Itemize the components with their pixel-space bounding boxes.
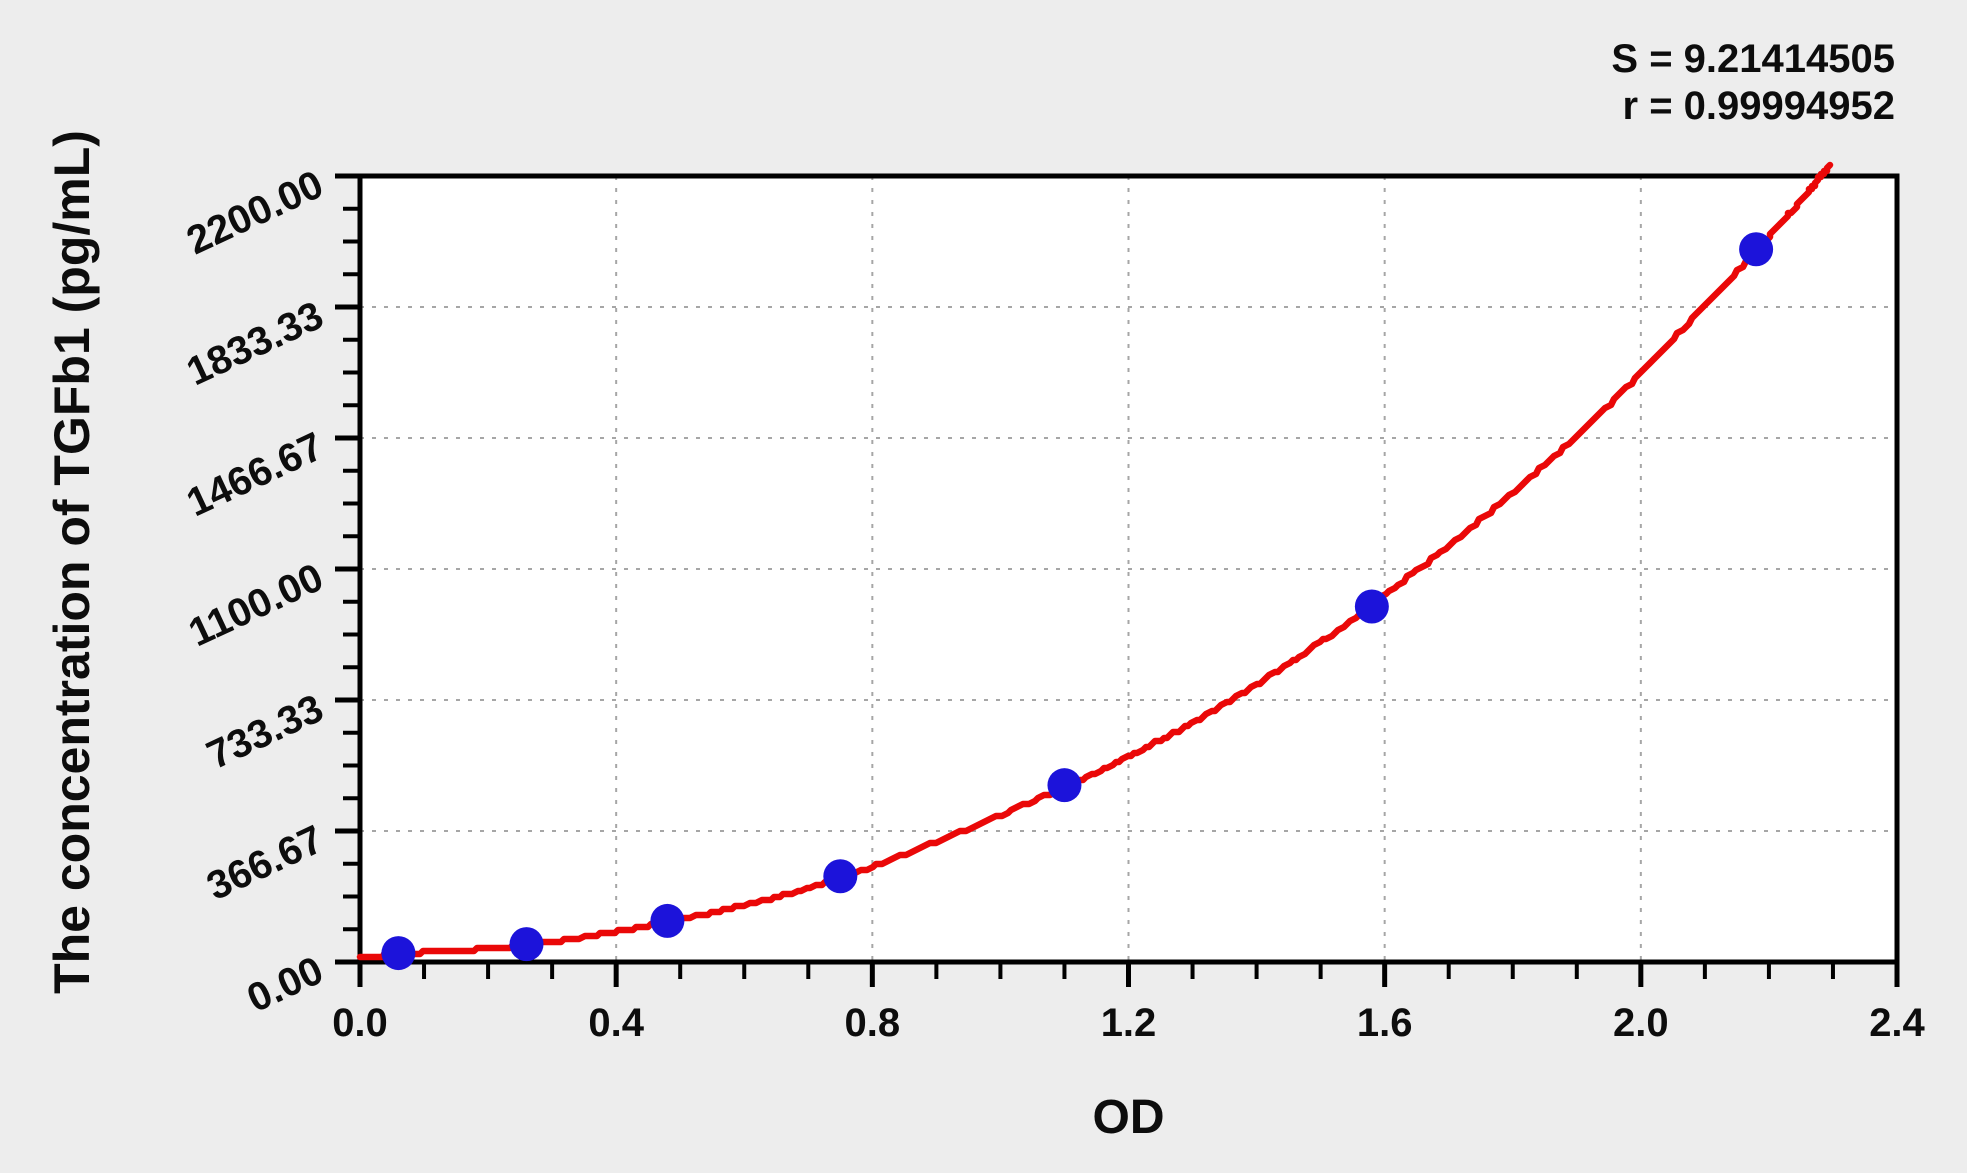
y-tick-label: 1100.00 [182,555,330,655]
x-tick-label: 1.6 [1357,1001,1413,1045]
gridlines [360,176,1897,962]
x-tick-label: 0.4 [588,1001,644,1045]
fit-curve [356,161,1834,961]
x-tick-labels: 0.0 0.4 0.8 1.2 1.6 2.0 2.4 [332,1001,1925,1045]
y-tick-label: 0.00 [241,948,330,1021]
x-tick-label: 2.4 [1869,1001,1925,1045]
stat-r-value: r = 0.99994952 [1622,84,1895,128]
y-tick-labels: 0.00 366.67 733.33 1100.00 1466.67 1833.33 220… [180,162,330,1021]
axis-ticks [335,173,1900,987]
x-tick-label: 0.8 [845,1001,901,1045]
y-axis-title: The concentration of TGFb1 (pg/mL) [44,130,100,994]
data-points [381,232,1774,971]
data-point [823,859,858,894]
data-point [1354,589,1389,624]
data-point [381,936,416,971]
y-tick-label: 733.33 [200,686,329,778]
y-tick-label: 366.67 [200,817,329,909]
data-point [509,927,544,962]
y-tick-label: 1833.33 [180,293,330,394]
x-tick-label: 2.0 [1613,1001,1669,1045]
data-point [1047,768,1082,803]
data-point [650,903,685,938]
x-axis-title: OD [1092,1091,1165,1144]
stat-s-value: S = 9.21414505 [1611,37,1895,81]
y-tick-label: 1466.67 [180,424,330,525]
y-tick-label: 2200.00 [180,162,330,263]
x-tick-label: 1.2 [1101,1001,1157,1045]
fit-statistics: S = 9.21414505 r = 0.99994952 [1611,36,1895,130]
data-point [1739,232,1774,267]
axis-frame [357,173,1900,965]
x-tick-label: 0.0 [332,1001,388,1045]
